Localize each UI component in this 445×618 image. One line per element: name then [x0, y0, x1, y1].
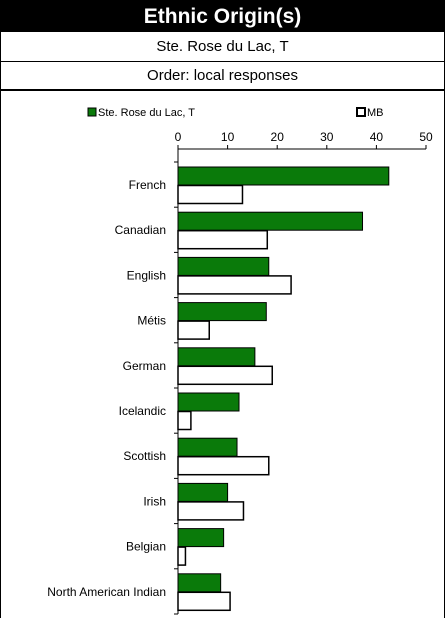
bar-series-2: [177, 591, 231, 612]
category-label: French: [129, 178, 166, 192]
bar-series-1: [177, 211, 364, 231]
legend: Ste. Rose du Lac, T MB: [87, 107, 384, 119]
bar-series-1: [177, 528, 225, 548]
x-tick-label: 10: [221, 130, 235, 144]
legend-swatch-series-2: [356, 107, 366, 117]
bar-series-1: [177, 166, 390, 186]
order-note: Order: local responses: [1, 62, 444, 91]
category-label: German: [123, 359, 166, 373]
category-label: English: [127, 268, 166, 282]
bar-series-2: [177, 501, 245, 521]
category-label: Icelandic: [119, 404, 166, 418]
category-labels: French Canadian English Métis German Icelandi…: [47, 178, 166, 599]
bar-series-2: [177, 275, 292, 295]
bar-series-1: [177, 482, 229, 502]
x-tick-label: 40: [370, 130, 384, 144]
bar-series-1: [177, 302, 267, 322]
bar-series-2: [177, 546, 187, 566]
x-tick-label: 30: [320, 130, 334, 144]
bar-series-2: [177, 229, 269, 250]
category-label: Métis: [137, 314, 166, 328]
category-label: Canadian: [115, 223, 166, 237]
category-label: Scottish: [123, 449, 166, 463]
legend-label-series-2: MB: [367, 107, 384, 119]
legend-swatch-series-1: [87, 107, 97, 117]
bar-series-1: [177, 256, 270, 276]
legend-label-series-1: Ste. Rose du Lac, T: [98, 107, 195, 119]
x-tick-label: 20: [271, 130, 285, 144]
bar-series-1: [177, 347, 256, 367]
bar-series-1: [177, 573, 222, 593]
category-label: North American Indian: [47, 585, 166, 599]
bar-series-2: [177, 320, 210, 340]
category-label: Belgian: [126, 540, 166, 554]
bar-series-1: [177, 437, 238, 457]
chart-subtitle: Ste. Rose du Lac, T: [1, 32, 444, 62]
bar-chart: Ste. Rose du Lac, T MB 0 10 20 30 40 50 Frenc…: [47, 107, 433, 615]
page-title: Ethnic Origin(s): [1, 1, 444, 32]
x-tick-label: 0: [175, 130, 182, 144]
bar-series-2: [177, 410, 192, 431]
bars: [177, 166, 390, 612]
category-label: Irish: [143, 494, 166, 508]
bar-series-2: [177, 455, 270, 476]
bar-series-2: [177, 184, 244, 205]
bar-series-1: [177, 392, 240, 412]
x-tick-label: 50: [419, 130, 433, 144]
bar-series-2: [177, 365, 273, 386]
